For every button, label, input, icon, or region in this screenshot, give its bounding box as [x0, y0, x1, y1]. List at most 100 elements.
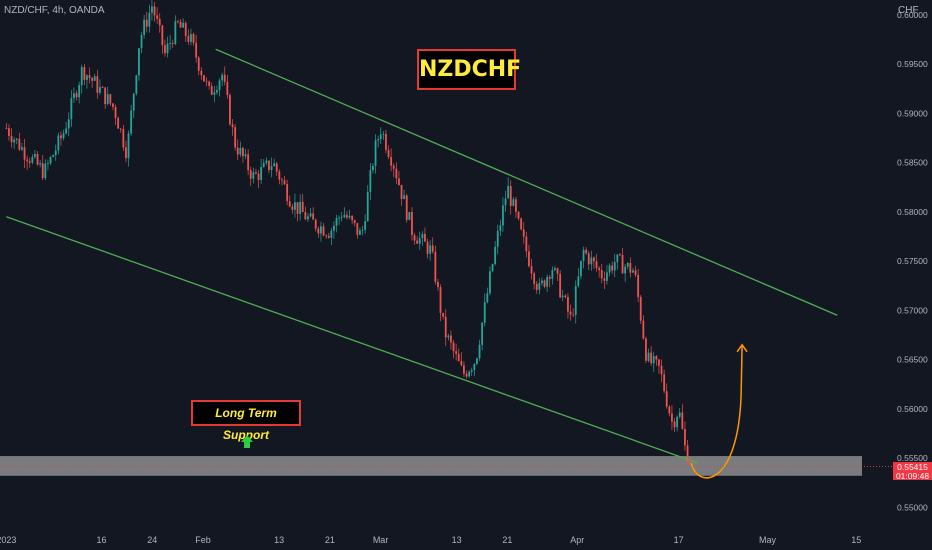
candle-body [268, 160, 270, 171]
candle-body [153, 6, 156, 16]
time-axis[interactable]: 2023 16 24 Feb 13 21 Mar 13 21 Apr 17 May 15 [0, 535, 861, 545]
candle-body [489, 271, 491, 294]
candle-body [663, 374, 666, 392]
candle-body [218, 80, 221, 91]
candle-body [624, 266, 627, 274]
candle-body [650, 352, 653, 364]
candle-body [678, 412, 681, 417]
candle-body [405, 195, 408, 220]
x-tick-label: Feb [195, 535, 211, 545]
candle-body [283, 180, 286, 185]
candle-body [330, 230, 333, 238]
candle-body [257, 173, 260, 180]
currency-label: CHF [898, 5, 919, 16]
candle-body [265, 160, 268, 164]
candle-body [91, 77, 94, 81]
candle-body [80, 67, 83, 86]
candle-body [652, 356, 655, 364]
candle-body [99, 87, 101, 93]
candle-body [606, 272, 608, 281]
candle-body [522, 229, 525, 237]
channel-upper-line[interactable] [215, 48, 838, 316]
candle-body [481, 322, 484, 345]
candle-body [525, 236, 528, 252]
support-label: Long Term Support [191, 400, 301, 442]
candle-body [369, 170, 372, 192]
candle-body [348, 215, 351, 218]
current-price-value: 0.55415 [897, 462, 928, 472]
candle-body [426, 241, 429, 254]
candle-body [114, 106, 117, 118]
candle-body [49, 156, 52, 164]
x-tick-label: 17 [674, 535, 684, 545]
candle-body [231, 124, 234, 128]
candle-body [83, 67, 86, 80]
price-axis[interactable]: 0.60000 0.59500 0.59000 0.58500 0.58000 0.575… [897, 10, 928, 513]
candle-body [470, 370, 473, 372]
candle-body [88, 75, 91, 78]
candle-body [247, 154, 250, 171]
candle-body [15, 138, 18, 140]
candle-body [138, 48, 140, 76]
candle-body [372, 165, 374, 171]
candle-body [190, 34, 192, 42]
candle-body [291, 206, 294, 210]
candle-body [294, 202, 296, 210]
candle-body [637, 274, 640, 298]
candle-body [382, 133, 385, 135]
candle-body [502, 205, 504, 226]
candle-body [689, 462, 692, 465]
x-tick-label: 16 [96, 535, 106, 545]
candle-body [62, 133, 65, 139]
candle-body [156, 15, 159, 19]
candle-body [36, 153, 39, 165]
candle-body [195, 42, 198, 58]
candle-body [548, 276, 551, 279]
candle-body [200, 70, 203, 76]
candle-body [229, 95, 231, 125]
candle-body [122, 129, 125, 148]
candle-body [504, 198, 507, 206]
candle-body [249, 170, 252, 179]
candle-body [109, 94, 112, 104]
candle-body [447, 335, 450, 338]
candle-body [613, 262, 616, 271]
candle-body [338, 217, 341, 219]
current-price-tag: 0.55415 01:09:48 [893, 462, 932, 481]
candle-body [476, 358, 478, 364]
y-tick-label: 0.55000 [897, 502, 928, 512]
candle-body [676, 416, 679, 428]
candle-body [184, 22, 187, 37]
candle-body [364, 221, 367, 230]
candle-body [551, 269, 554, 279]
candle-body [460, 361, 463, 366]
candle-body [658, 359, 660, 366]
candle-body [343, 214, 346, 218]
candle-body [44, 163, 47, 179]
candle-body [54, 150, 57, 156]
candle-body [197, 57, 200, 71]
channel-lower-line[interactable] [6, 216, 698, 464]
candle-body [400, 184, 403, 200]
candle-body [681, 412, 684, 429]
candle-body [169, 42, 172, 44]
symbol-title[interactable]: NZD/CHF, 4h, OANDA [4, 5, 105, 16]
candle-body [322, 226, 325, 236]
candle-body [182, 22, 185, 28]
candle-body [463, 365, 465, 374]
candle-body [73, 93, 75, 99]
candle-body [377, 139, 380, 141]
candle-body [164, 45, 166, 54]
candlestick-series [5, 0, 692, 466]
candle-body [639, 297, 642, 321]
candle-body [117, 117, 120, 129]
candle-body [288, 201, 291, 207]
candle-body [494, 246, 497, 265]
y-tick-label: 0.58500 [897, 158, 928, 168]
candle-body [260, 167, 263, 180]
candle-body [390, 156, 393, 166]
projection-curve [690, 344, 743, 479]
candle-body [392, 165, 395, 169]
candle-body [538, 283, 541, 290]
